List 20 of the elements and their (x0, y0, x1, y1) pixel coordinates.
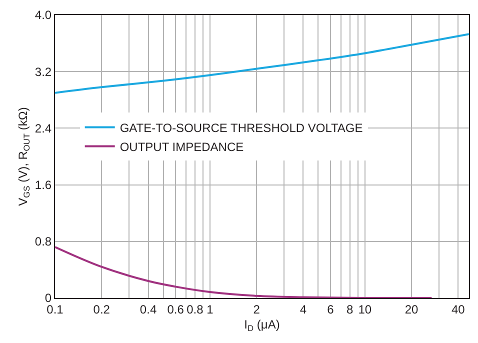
x-axis-title: I$_{D}$ (μA) (244, 317, 280, 333)
x-tick-label: 4 (300, 302, 307, 316)
legend-label: GATE-TO-SOURCE THRESHOLD VOLTAGE (120, 120, 363, 135)
y-tick-label: 4.0 (34, 8, 52, 22)
y-tick-label: 1.6 (34, 178, 52, 192)
x-tick-label: 40 (451, 302, 466, 316)
y-tick-label: 0.8 (34, 234, 52, 249)
x-tick-label: 20 (404, 302, 419, 316)
x-tick-label: 1 (206, 302, 214, 316)
x-tick-label: 0.8 (186, 302, 204, 316)
y-tick-label: 2.4 (34, 121, 52, 136)
x-tick-label: 2 (253, 302, 260, 316)
legend-label: OUTPUT IMPEDANCE (120, 140, 244, 154)
x-tick-label: 0.6 (167, 302, 184, 316)
x-tick-label: 0.2 (93, 302, 110, 316)
y-tick-label: 3.2 (34, 64, 52, 79)
x-tick-label: 8 (346, 302, 354, 316)
x-tick-label: 10 (358, 302, 372, 316)
x-tick-label: 0.4 (140, 302, 157, 316)
x-tick-label: 6 (327, 302, 334, 316)
